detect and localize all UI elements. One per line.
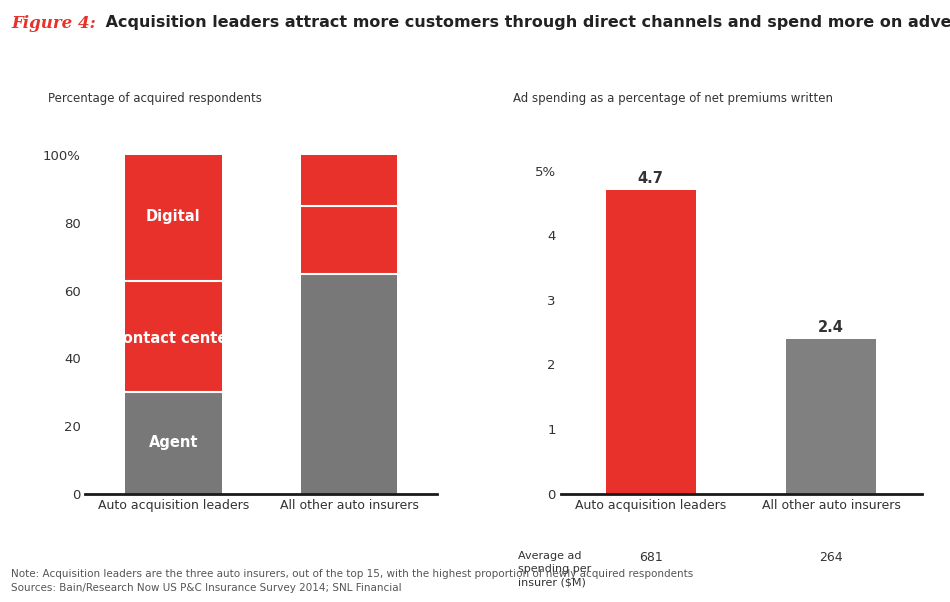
Bar [301,206,397,274]
Text: Contact center: Contact center [112,330,235,346]
Bar [125,392,221,494]
Text: Percentage of acquired respondents: Percentage of acquired respondents [48,92,261,105]
Text: Digital: Digital [146,209,200,224]
Bar [125,155,221,281]
Bar [301,274,397,494]
Text: Note: Acquisition leaders are the three auto insurers, out of the top 15, with t: Note: Acquisition leaders are the three … [11,569,694,593]
Text: 681: 681 [638,551,663,564]
Text: Agent: Agent [148,435,199,450]
Text: 4.7: 4.7 [637,171,664,186]
Text: Advertising spending: Advertising spending [620,63,814,78]
Bar [301,155,397,206]
Text: Acquisition channel: Acquisition channel [153,63,332,78]
Text: 264: 264 [820,551,843,564]
Text: Ad spending as a percentage of net premiums written: Ad spending as a percentage of net premi… [513,92,833,105]
Bar [606,190,696,494]
Text: Average ad
spending per
insurer ($M): Average ad spending per insurer ($M) [518,551,591,587]
Text: Acquisition leaders attract more customers through direct channels and spend mor: Acquisition leaders attract more custome… [100,15,950,30]
Text: 2.4: 2.4 [818,320,845,335]
Bar [125,281,221,392]
Text: Figure 4:: Figure 4: [11,15,96,32]
Bar [787,339,876,494]
